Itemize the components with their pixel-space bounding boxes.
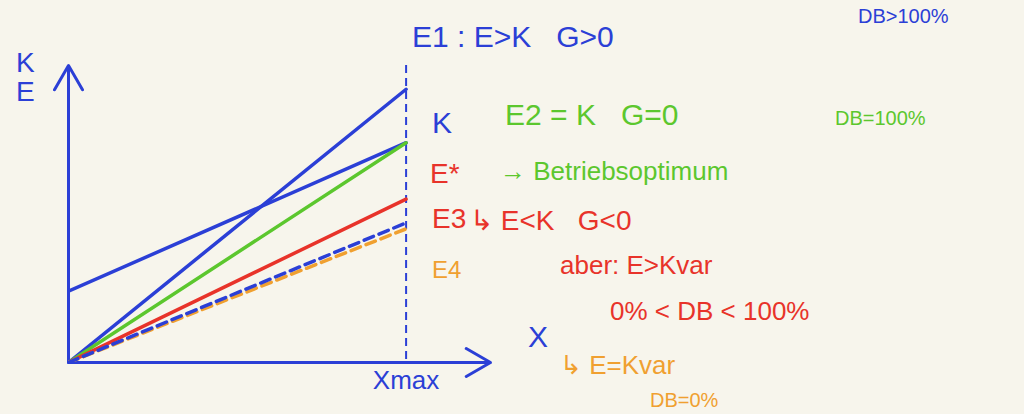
html-text:→ Betriebsoptimum: → Betriebsoptimum bbox=[500, 156, 729, 186]
html-text:K E: K E bbox=[16, 47, 35, 108]
html-text:↳ E=Kvar: ↳ E=Kvar bbox=[560, 350, 676, 380]
html-text:E*: E* bbox=[430, 158, 460, 189]
html-text:DB=100%: DB=100% bbox=[835, 107, 926, 129]
svg-text:Xmax: Xmax bbox=[373, 365, 439, 395]
html-text:DB>100%: DB>100% bbox=[858, 5, 949, 27]
html-text:aber: E>Kvar: aber: E>Kvar bbox=[560, 250, 713, 280]
html-text:E3 ↳ E<K G<0: E3 ↳ E<K G<0 bbox=[432, 203, 632, 236]
html-text:X: X bbox=[528, 320, 548, 353]
html-text:E1 : E>K G>0: E1 : E>K G>0 bbox=[412, 20, 614, 53]
html-text:0% < DB < 100%: 0% < DB < 100% bbox=[610, 296, 810, 326]
html-text:K: K bbox=[432, 106, 452, 139]
html-text:E2 = K G=0: E2 = K G=0 bbox=[505, 98, 679, 131]
html-text:E4: E4 bbox=[432, 256, 462, 283]
html-text:DB=0%: DB=0% bbox=[650, 389, 719, 411]
